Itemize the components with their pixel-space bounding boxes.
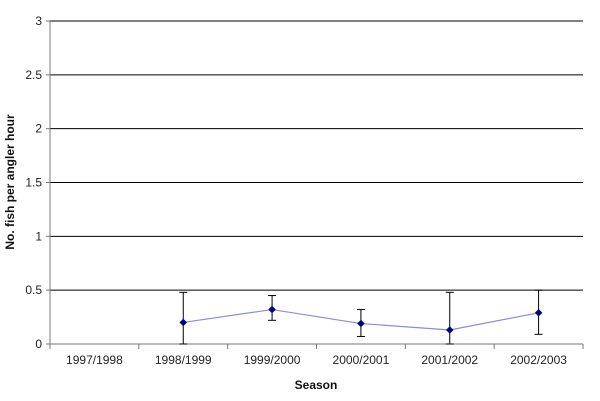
- series-lines: [183, 308, 539, 331]
- y-ticks: 0 0.5 1 1.5 2 2.5 3: [25, 14, 50, 351]
- series-line-segment: [183, 308, 273, 324]
- points: [179, 305, 543, 334]
- gridlines: [50, 20, 583, 291]
- y-tick-label: 0: [35, 337, 42, 351]
- x-tick-label: 2002/2003: [510, 353, 567, 367]
- x-tick-label: 1999/2000: [244, 353, 301, 367]
- series-line-segment: [449, 312, 539, 331]
- y-tick-label: 1.5: [25, 176, 42, 190]
- data-point: [534, 308, 543, 317]
- data-point: [268, 305, 276, 314]
- data-point: [179, 318, 188, 327]
- y-tick-label: 0.5: [25, 283, 42, 297]
- series-line-segment: [271, 308, 362, 325]
- x-tick-label: 2001/2002: [421, 353, 478, 367]
- x-axis-title: Season: [295, 378, 338, 392]
- y-tick-label: 2.5: [25, 68, 42, 82]
- data-point: [357, 319, 365, 328]
- y-tick-label: 3: [35, 14, 42, 28]
- y-tick-label: 1: [35, 229, 42, 243]
- y-axis-title: No. fish per angler hour: [3, 114, 17, 250]
- x-tick-label: 2000/2001: [333, 353, 390, 367]
- x-ticks: 1997/1998 1998/1999 1999/2000 2000/2001 2001…: [49, 344, 584, 367]
- error-bars: [179, 289, 543, 345]
- x-tick-label: 1997/1998: [66, 353, 123, 367]
- series-line-segment: [360, 322, 450, 331]
- x-tick-label: 1998/1999: [155, 353, 212, 367]
- data-point: [445, 326, 454, 334]
- y-tick-label: 2: [35, 122, 42, 136]
